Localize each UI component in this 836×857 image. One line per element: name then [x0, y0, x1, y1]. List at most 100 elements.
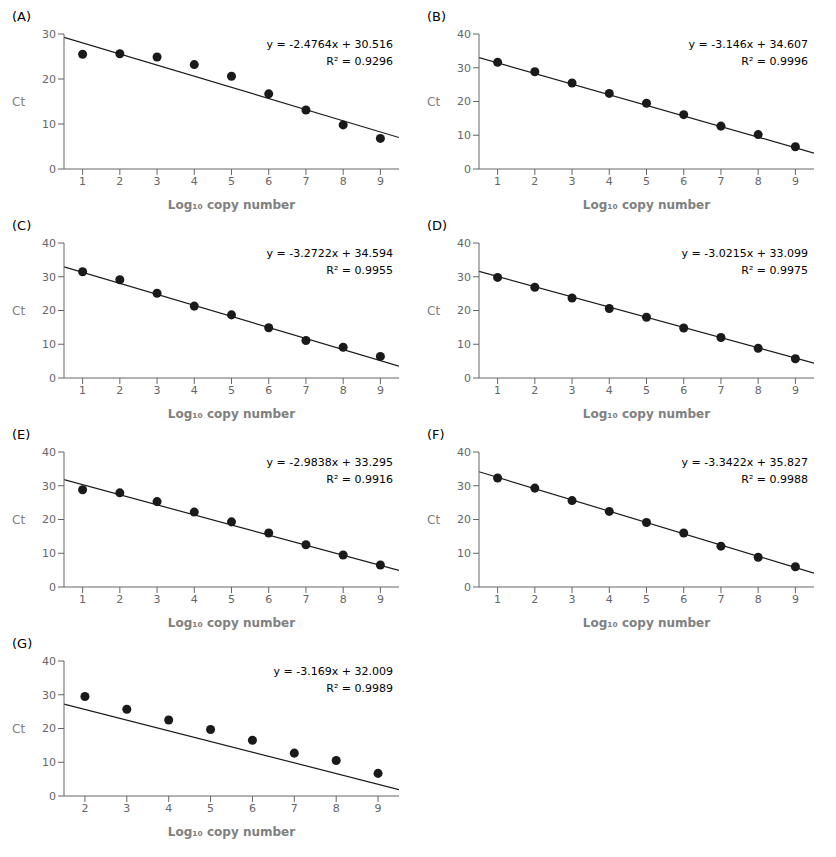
svg-text:20: 20 — [42, 722, 56, 735]
svg-text:3: 3 — [154, 175, 161, 188]
svg-text:Log₁₀ copy number: Log₁₀ copy number — [168, 825, 295, 839]
svg-text:7: 7 — [717, 593, 724, 606]
svg-text:8: 8 — [340, 384, 347, 397]
svg-text:3: 3 — [569, 593, 576, 606]
svg-text:Log₁₀ copy number: Log₁₀ copy number — [168, 616, 295, 630]
svg-text:40: 40 — [457, 446, 471, 459]
svg-text:40: 40 — [42, 446, 56, 459]
svg-text:5: 5 — [643, 593, 650, 606]
svg-text:3: 3 — [154, 593, 161, 606]
svg-text:8: 8 — [340, 175, 347, 188]
svg-text:3: 3 — [569, 384, 576, 397]
svg-text:20: 20 — [457, 304, 471, 317]
svg-text:6: 6 — [680, 593, 687, 606]
svg-text:1: 1 — [79, 175, 86, 188]
svg-text:1: 1 — [494, 175, 501, 188]
svg-text:40: 40 — [457, 28, 471, 41]
svg-text:Ct: Ct — [427, 95, 440, 109]
svg-text:40: 40 — [42, 655, 56, 668]
svg-text:7: 7 — [302, 384, 309, 397]
svg-text:0: 0 — [464, 581, 471, 594]
svg-text:30: 30 — [457, 480, 471, 493]
svg-text:Log₁₀ copy number: Log₁₀ copy number — [583, 198, 710, 212]
svg-text:5: 5 — [228, 593, 235, 606]
svg-text:6: 6 — [680, 384, 687, 397]
svg-text:30: 30 — [457, 62, 471, 75]
svg-text:7: 7 — [302, 175, 309, 188]
svg-text:9: 9 — [792, 593, 799, 606]
svg-text:4: 4 — [191, 593, 198, 606]
svg-text:8: 8 — [340, 593, 347, 606]
svg-text:20: 20 — [457, 95, 471, 108]
svg-text:9: 9 — [792, 384, 799, 397]
svg-text:6: 6 — [265, 593, 272, 606]
svg-text:4: 4 — [606, 175, 613, 188]
svg-text:Log₁₀ copy number: Log₁₀ copy number — [583, 616, 710, 630]
svg-text:30: 30 — [42, 271, 56, 284]
svg-text:2: 2 — [81, 802, 88, 815]
svg-text:2: 2 — [531, 175, 538, 188]
svg-text:Ct: Ct — [427, 513, 440, 527]
svg-text:Ct: Ct — [12, 95, 25, 109]
svg-text:6: 6 — [680, 175, 687, 188]
svg-text:20: 20 — [42, 513, 56, 526]
svg-text:0: 0 — [49, 372, 56, 385]
svg-text:4: 4 — [191, 175, 198, 188]
svg-text:Log₁₀ copy number: Log₁₀ copy number — [583, 407, 710, 421]
svg-text:6: 6 — [265, 384, 272, 397]
svg-text:2: 2 — [116, 593, 123, 606]
svg-text:3: 3 — [569, 175, 576, 188]
svg-text:10: 10 — [42, 118, 56, 131]
svg-text:2: 2 — [116, 384, 123, 397]
svg-text:30: 30 — [42, 480, 56, 493]
svg-text:4: 4 — [165, 802, 172, 815]
svg-text:2: 2 — [531, 384, 538, 397]
svg-text:8: 8 — [333, 802, 340, 815]
svg-text:1: 1 — [79, 384, 86, 397]
svg-text:5: 5 — [643, 384, 650, 397]
svg-text:9: 9 — [377, 384, 384, 397]
svg-text:Ct: Ct — [12, 722, 25, 736]
svg-text:4: 4 — [606, 593, 613, 606]
svg-text:1: 1 — [494, 593, 501, 606]
svg-text:1: 1 — [79, 593, 86, 606]
svg-text:9: 9 — [377, 175, 384, 188]
svg-text:10: 10 — [457, 338, 471, 351]
svg-text:20: 20 — [457, 513, 471, 526]
svg-text:Log₁₀ copy number: Log₁₀ copy number — [168, 198, 295, 212]
svg-text:10: 10 — [42, 338, 56, 351]
svg-text:Log₁₀ copy number: Log₁₀ copy number — [168, 407, 295, 421]
svg-text:30: 30 — [42, 28, 56, 41]
svg-text:8: 8 — [755, 384, 762, 397]
svg-text:Ct: Ct — [12, 513, 25, 527]
svg-text:5: 5 — [643, 175, 650, 188]
svg-text:6: 6 — [249, 802, 256, 815]
svg-text:20: 20 — [42, 73, 56, 86]
svg-text:2: 2 — [531, 593, 538, 606]
svg-text:Ct: Ct — [427, 304, 440, 318]
svg-text:10: 10 — [42, 756, 56, 769]
svg-text:0: 0 — [49, 790, 56, 803]
svg-text:0: 0 — [49, 581, 56, 594]
svg-text:20: 20 — [42, 304, 56, 317]
svg-text:Ct: Ct — [12, 304, 25, 318]
svg-text:8: 8 — [755, 593, 762, 606]
svg-text:7: 7 — [717, 175, 724, 188]
svg-text:8: 8 — [755, 175, 762, 188]
svg-text:7: 7 — [291, 802, 298, 815]
svg-text:5: 5 — [207, 802, 214, 815]
svg-text:10: 10 — [457, 129, 471, 142]
svg-text:1: 1 — [494, 384, 501, 397]
svg-text:0: 0 — [49, 163, 56, 176]
svg-text:2: 2 — [116, 175, 123, 188]
svg-text:10: 10 — [42, 547, 56, 560]
svg-text:9: 9 — [377, 593, 384, 606]
svg-text:6: 6 — [265, 175, 272, 188]
svg-text:40: 40 — [42, 237, 56, 250]
svg-text:0: 0 — [464, 163, 471, 176]
svg-text:4: 4 — [191, 384, 198, 397]
svg-text:5: 5 — [228, 175, 235, 188]
svg-text:0: 0 — [464, 372, 471, 385]
svg-text:9: 9 — [792, 175, 799, 188]
svg-text:9: 9 — [375, 802, 382, 815]
